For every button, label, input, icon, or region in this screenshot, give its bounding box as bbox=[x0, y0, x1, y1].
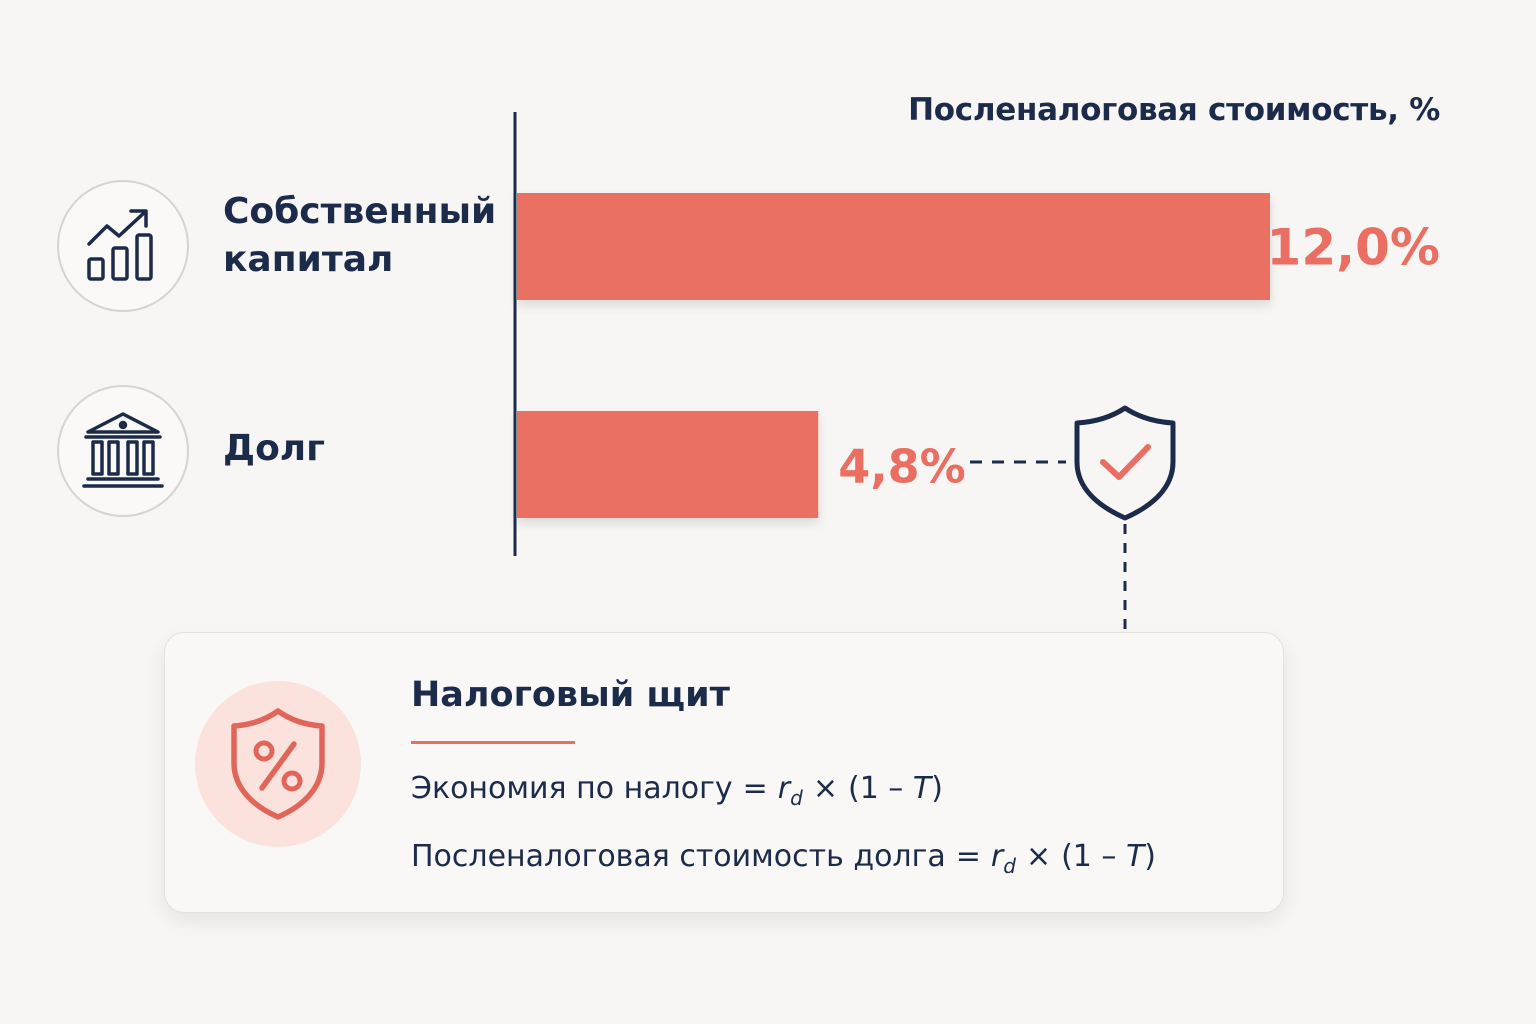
debt-icon-circle bbox=[57, 385, 189, 517]
rate-subscript: d bbox=[1003, 854, 1016, 878]
paren-open: (1 – bbox=[847, 771, 904, 806]
equals-sign: = bbox=[742, 771, 768, 806]
formula-left: Экономия по налогу bbox=[411, 771, 733, 806]
formula-tax-savings: Экономия по налогу = rd × (1 – T) bbox=[411, 771, 943, 810]
value-label-debt: 4,8% bbox=[838, 440, 966, 494]
tax-var: T bbox=[912, 771, 932, 806]
callout-title: Налоговый щит bbox=[411, 675, 730, 715]
bank-icon bbox=[82, 412, 164, 488]
formula-after-tax-cost: Посленалоговая стоимость долга = rd × (1 – T… bbox=[411, 839, 1156, 878]
rate-var: r bbox=[990, 839, 1004, 874]
formula-left: Посленалоговая стоимость долга bbox=[411, 839, 946, 874]
times-sign: × bbox=[1025, 839, 1052, 874]
percent-shield-icon bbox=[231, 708, 325, 820]
title-underline bbox=[411, 741, 575, 744]
percent-shield-icon-circle bbox=[195, 681, 361, 847]
axis-title: Посленалоговая стоимость, % bbox=[908, 92, 1440, 128]
bar-debt bbox=[517, 411, 819, 518]
paren-open: (1 – bbox=[1061, 839, 1117, 874]
tax-var: T bbox=[1125, 839, 1145, 874]
growth-chart-icon bbox=[87, 209, 153, 281]
equals-sign: = bbox=[955, 839, 981, 874]
paren-close: ) bbox=[931, 771, 943, 806]
category-label-debt: Долг bbox=[223, 428, 325, 469]
value-label-equity: 12,0% bbox=[1267, 219, 1440, 277]
times-sign: × bbox=[812, 771, 838, 806]
category-label-equity: Собственный капитал bbox=[223, 191, 497, 280]
equity-icon-circle bbox=[57, 180, 189, 312]
bar-equity bbox=[517, 193, 1270, 300]
tax-shield-callout: Налоговый щит Экономия по налогу = rd × (1 –… bbox=[164, 632, 1284, 913]
shield-check-icon bbox=[1074, 405, 1176, 521]
rate-subscript: d bbox=[790, 786, 803, 810]
paren-close: ) bbox=[1144, 839, 1156, 874]
rate-var: r bbox=[777, 771, 791, 806]
